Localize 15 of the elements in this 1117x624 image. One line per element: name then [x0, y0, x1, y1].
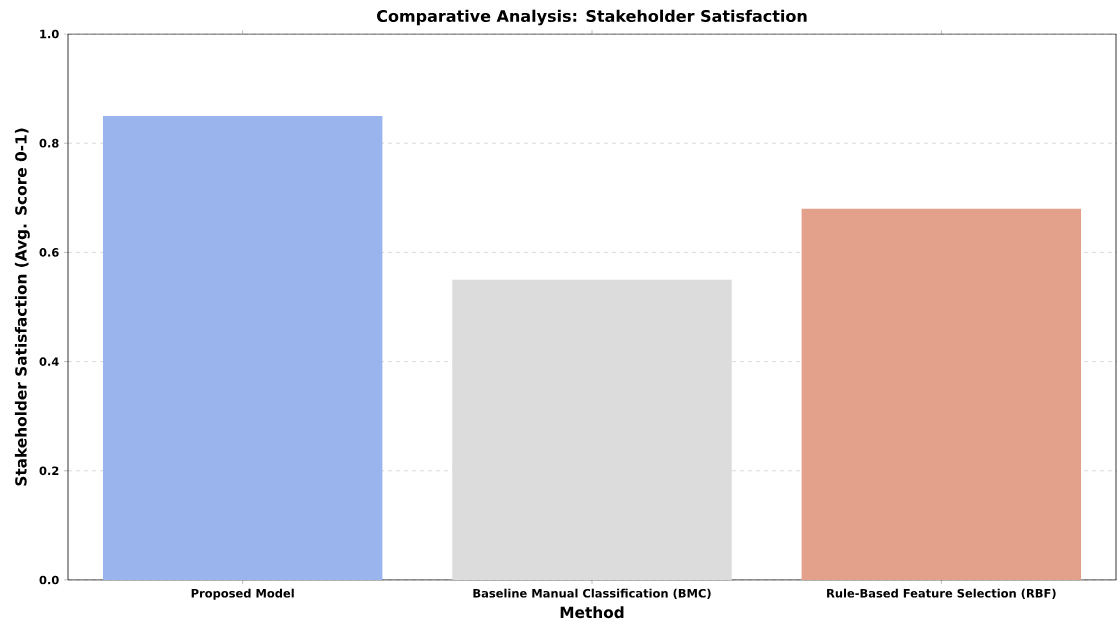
x-tick-label: Baseline Manual Classification (BMC) [473, 588, 711, 599]
y-tick-label: 0.2 [39, 466, 59, 476]
y-tick-label: 0.4 [39, 357, 59, 366]
bar [801, 208, 1082, 580]
bar [452, 279, 732, 580]
y-tick-label: 0.6 [39, 248, 59, 257]
y-tick-label: 1.0 [40, 29, 59, 39]
chart-title: Comparative Analysis: Stakeholder Satisfaction [377, 9, 807, 26]
x-tick-label: Proposed Model [191, 588, 294, 600]
y-axis-title: Stakeholder Satisfaction (Avg. Score 0-1) [14, 128, 30, 486]
y-tick-label: 0.8 [39, 138, 59, 148]
x-tick-label: Rule-Based Feature Selection (RBF) [827, 588, 1056, 599]
y-tick-label: 0.0 [39, 575, 59, 585]
bar [102, 115, 383, 580]
x-axis-title: Method [560, 606, 624, 619]
